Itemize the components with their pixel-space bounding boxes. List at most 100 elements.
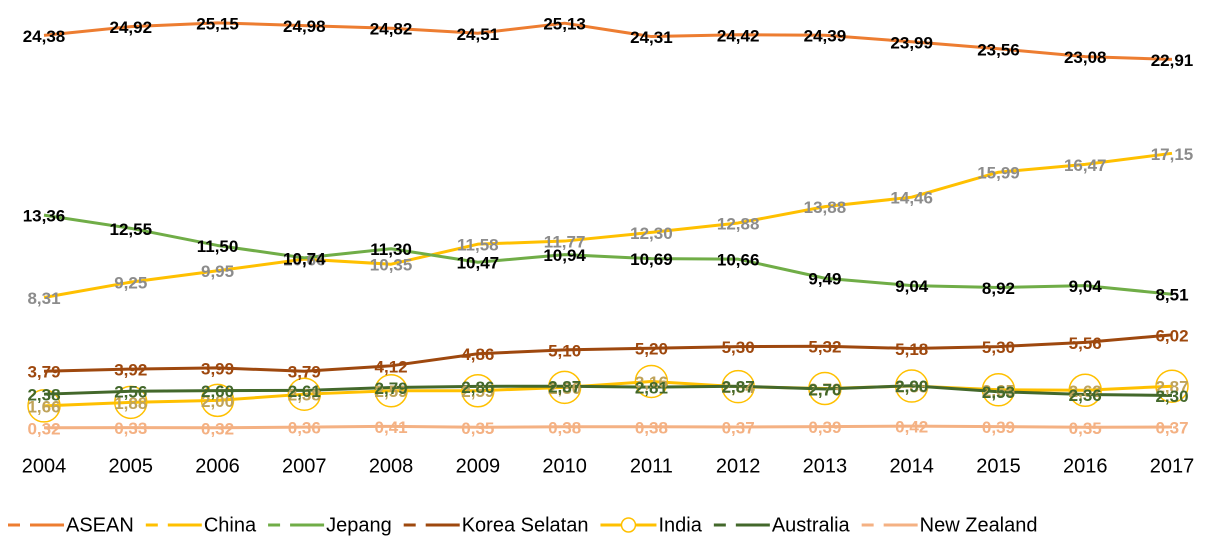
x-tick-label: 2010 [542, 455, 587, 477]
data-label: 0,33 [114, 419, 147, 438]
x-tick-label: 2008 [369, 455, 414, 477]
point-marker [461, 374, 495, 408]
legend-label: Korea Selatan [462, 514, 589, 536]
data-label: 1,66 [27, 397, 60, 416]
data-label: 11,30 [370, 240, 412, 259]
data-label: 10,66 [717, 251, 760, 270]
data-label: 2,73 [808, 380, 841, 399]
data-label: 11,58 [457, 236, 499, 255]
data-label: 2,60 [201, 382, 234, 401]
data-label: 3,16 [635, 373, 668, 392]
data-label: 5,56 [1069, 334, 1102, 353]
data-label: 2,80 [548, 379, 581, 398]
data-label: 13,36 [23, 207, 66, 226]
point-marker [287, 377, 322, 411]
data-label: 0,42 [895, 418, 928, 437]
data-label: 5,18 [895, 340, 928, 359]
data-label: 0,37 [722, 418, 755, 437]
data-label: 2,00 [201, 392, 234, 411]
x-tick-label: 2017 [1150, 455, 1195, 477]
data-label: 1,88 [114, 394, 147, 413]
data-label: 10,66 [283, 251, 326, 270]
x-tick-label: 2011 [630, 455, 673, 477]
series-line [43, 424, 1173, 430]
x-tick-label: 2007 [282, 455, 327, 477]
data-label: 0,39 [982, 418, 1015, 437]
data-label: 12,30 [630, 224, 673, 243]
data-label: 9,04 [895, 277, 929, 296]
series-line [43, 384, 1173, 397]
point-marker [374, 374, 408, 408]
point-marker [114, 385, 148, 420]
data-label: 3,99 [201, 359, 234, 378]
data-label: 10,47 [457, 254, 500, 273]
data-label: 2,56 [114, 383, 147, 402]
x-tick-label: 2014 [889, 455, 934, 477]
legend-label: Jepang [326, 514, 392, 536]
x-tick-label: 2012 [716, 455, 761, 477]
point-marker [1068, 373, 1102, 408]
point-marker [634, 364, 669, 399]
data-label: 2,38 [288, 386, 321, 405]
legend-label: ASEAN [66, 514, 134, 536]
data-label: 2,61 [288, 382, 321, 401]
data-label: 24,39 [804, 27, 847, 46]
x-tick-label: 2005 [109, 455, 154, 477]
data-label: 11,50 [197, 237, 239, 256]
data-label: 8,51 [1155, 286, 1188, 305]
data-label: 10,35 [370, 256, 413, 275]
data-label: 24,31 [630, 28, 673, 47]
data-label: 8,31 [27, 289, 60, 308]
x-tick-label: 2006 [195, 455, 240, 477]
x-tick-label: 2009 [456, 455, 501, 477]
point-marker [27, 389, 61, 423]
data-label: 17,15 [1151, 145, 1194, 164]
data-label: 10,74 [283, 249, 326, 268]
x-tick-label: 2016 [1063, 455, 1108, 477]
data-label: 3,79 [288, 363, 321, 382]
data-label: 11,77 [544, 233, 586, 252]
point-marker [200, 383, 235, 418]
data-label: 2,87 [548, 378, 581, 397]
data-label: 2,59 [461, 382, 494, 401]
data-label: 23,99 [890, 33, 933, 52]
legend-label: China [204, 514, 257, 536]
data-label: 24,51 [457, 25, 500, 44]
data-label: 2,30 [1155, 387, 1188, 406]
series-line [43, 213, 1173, 296]
series-line [43, 151, 1173, 299]
data-label: 4,86 [461, 345, 494, 364]
data-label: 9,25 [114, 274, 147, 293]
data-label: 2,65 [982, 381, 1015, 400]
data-label: 15,99 [977, 164, 1020, 183]
data-label: 9,49 [808, 270, 841, 289]
x-tick-label: 2004 [22, 455, 67, 477]
data-label: 24,92 [109, 18, 152, 37]
data-label: 2,59 [375, 382, 408, 401]
data-label: 14,46 [890, 189, 933, 208]
data-label: 5,32 [808, 338, 841, 357]
data-label: 2,81 [635, 379, 668, 398]
data-label: 25,13 [543, 15, 586, 34]
data-label: 2,86 [461, 378, 494, 397]
legend: ASEAN China Jepang Korea Selatan India Austra… [8, 514, 1038, 536]
data-label: 5,30 [982, 338, 1015, 357]
data-label: 2,87 [1155, 378, 1188, 397]
data-label: 2,62 [1069, 382, 1102, 401]
x-tick-label: 2013 [803, 455, 848, 477]
legend-label: Australia [772, 514, 851, 536]
data-label: 10,69 [630, 250, 673, 269]
data-label: 0,38 [548, 418, 581, 437]
data-label: 24,82 [370, 20, 413, 39]
data-label: 12,55 [109, 220, 152, 239]
data-label: 0,35 [1069, 419, 1102, 438]
data-label: 16,47 [1064, 156, 1107, 175]
x-tick-label: 2015 [976, 455, 1021, 477]
series-line [43, 21, 1173, 61]
data-label: 0,32 [201, 419, 234, 438]
data-label: 8,92 [982, 279, 1015, 298]
data-label: 24,38 [23, 27, 66, 46]
data-label: 6,02 [1155, 326, 1188, 345]
legend-marker [620, 517, 637, 533]
series-line [43, 379, 1173, 408]
